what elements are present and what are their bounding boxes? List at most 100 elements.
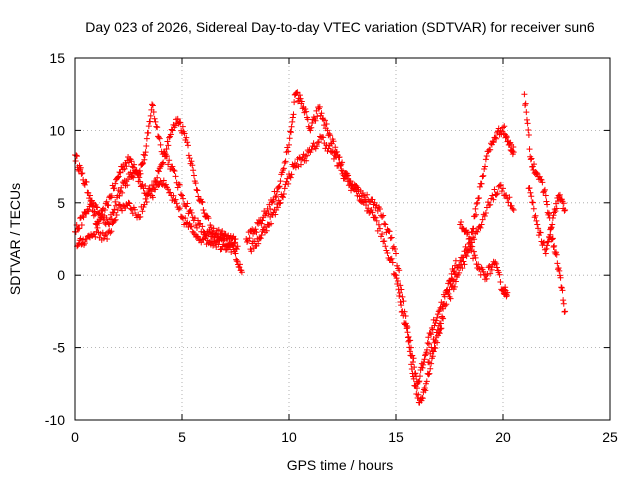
data-point bbox=[110, 210, 117, 217]
data-point bbox=[320, 134, 327, 141]
data-point bbox=[477, 224, 484, 231]
data-point bbox=[361, 196, 368, 203]
data-point bbox=[287, 129, 294, 136]
data-point bbox=[250, 230, 257, 237]
data-point bbox=[489, 192, 496, 199]
data-point bbox=[182, 215, 189, 222]
data-point bbox=[313, 107, 320, 114]
data-point bbox=[542, 250, 549, 257]
data-point bbox=[386, 228, 393, 235]
data-point bbox=[433, 329, 440, 336]
data-point bbox=[93, 204, 100, 211]
data-point bbox=[73, 152, 80, 159]
data-point bbox=[108, 228, 115, 235]
data-point bbox=[472, 254, 479, 261]
data-point bbox=[296, 92, 303, 99]
data-point bbox=[398, 302, 405, 309]
data-point bbox=[549, 221, 556, 228]
data-point bbox=[145, 123, 152, 130]
data-point bbox=[275, 183, 282, 190]
data-point bbox=[77, 235, 84, 242]
data-point bbox=[434, 326, 441, 333]
data-point bbox=[429, 347, 436, 354]
data-point bbox=[521, 91, 528, 98]
data-point bbox=[494, 264, 501, 271]
data-point bbox=[95, 210, 102, 217]
data-point bbox=[525, 127, 532, 134]
data-point bbox=[145, 129, 152, 136]
data-point bbox=[156, 165, 163, 172]
data-point bbox=[526, 146, 533, 153]
data-point bbox=[259, 217, 266, 224]
data-point bbox=[473, 200, 480, 207]
data-point bbox=[183, 203, 190, 210]
data-point bbox=[479, 173, 486, 180]
data-point bbox=[439, 313, 446, 320]
data-point bbox=[127, 169, 134, 176]
data-point bbox=[304, 116, 311, 123]
data-point bbox=[554, 260, 561, 267]
data-point bbox=[553, 205, 560, 212]
data-point bbox=[177, 191, 184, 198]
data-point bbox=[94, 224, 101, 231]
data-point bbox=[230, 233, 237, 240]
data-point bbox=[447, 295, 454, 302]
data-point bbox=[543, 245, 550, 252]
data-point bbox=[189, 162, 196, 169]
data-point bbox=[232, 245, 239, 252]
data-point bbox=[482, 156, 489, 163]
data-point bbox=[536, 173, 543, 180]
data-point bbox=[385, 227, 392, 234]
data-point bbox=[147, 112, 154, 119]
data-point bbox=[216, 237, 223, 244]
data-point bbox=[136, 174, 143, 181]
data-point bbox=[312, 117, 319, 124]
data-point bbox=[487, 270, 494, 277]
data-point bbox=[547, 231, 554, 238]
data-point bbox=[456, 269, 463, 276]
data-point bbox=[390, 270, 397, 277]
data-point bbox=[483, 275, 490, 282]
data-point bbox=[493, 260, 500, 267]
grid-layer bbox=[75, 58, 610, 420]
data-point bbox=[336, 159, 343, 166]
data-point bbox=[139, 181, 146, 188]
data-point bbox=[472, 205, 479, 212]
data-point bbox=[501, 123, 508, 130]
data-point bbox=[195, 217, 202, 224]
data-point bbox=[478, 180, 485, 187]
data-point bbox=[269, 212, 276, 219]
data-point bbox=[164, 138, 171, 145]
data-point bbox=[78, 170, 85, 177]
data-point bbox=[380, 212, 387, 219]
data-point bbox=[121, 177, 128, 184]
data-point bbox=[167, 131, 174, 138]
data-point bbox=[401, 321, 408, 328]
data-point bbox=[170, 166, 177, 173]
data-point bbox=[92, 233, 99, 240]
data-point bbox=[220, 241, 227, 248]
data-point bbox=[552, 250, 559, 257]
data-point bbox=[432, 345, 439, 352]
data-point bbox=[114, 207, 121, 214]
data-point bbox=[210, 225, 217, 232]
data-point bbox=[470, 225, 477, 232]
data-point bbox=[531, 214, 538, 221]
data-point bbox=[176, 181, 183, 188]
data-point bbox=[524, 120, 531, 127]
data-point bbox=[75, 240, 82, 247]
data-point bbox=[527, 189, 534, 196]
data-point bbox=[489, 138, 496, 145]
data-point bbox=[406, 348, 413, 355]
data-point bbox=[433, 317, 440, 324]
data-point bbox=[458, 218, 465, 225]
data-point bbox=[199, 236, 206, 243]
data-point bbox=[188, 223, 195, 230]
data-point bbox=[309, 120, 316, 127]
data-point bbox=[459, 225, 466, 232]
data-point bbox=[379, 213, 386, 220]
data-point bbox=[193, 224, 200, 231]
data-point bbox=[238, 267, 245, 274]
data-point bbox=[159, 160, 166, 167]
